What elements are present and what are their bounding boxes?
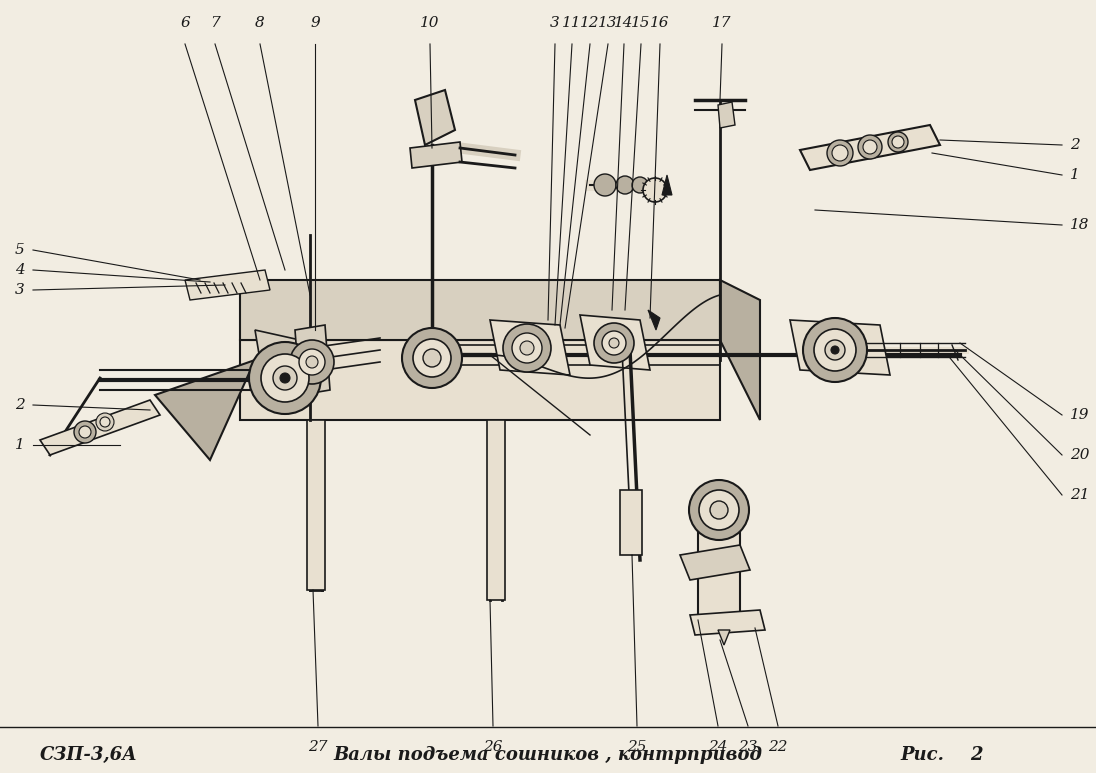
Polygon shape	[690, 610, 765, 635]
Circle shape	[100, 417, 110, 427]
Circle shape	[632, 177, 648, 193]
Circle shape	[290, 340, 334, 384]
Circle shape	[79, 426, 91, 438]
Circle shape	[402, 328, 463, 388]
Text: 12: 12	[580, 16, 600, 30]
Text: 6: 6	[180, 16, 190, 30]
Text: 16: 16	[650, 16, 670, 30]
Text: 25: 25	[627, 740, 647, 754]
Circle shape	[279, 373, 290, 383]
Text: 2: 2	[970, 746, 982, 764]
Circle shape	[520, 341, 534, 355]
Circle shape	[609, 338, 619, 348]
Text: 2: 2	[1070, 138, 1080, 152]
Polygon shape	[255, 330, 310, 400]
Circle shape	[423, 349, 441, 367]
Circle shape	[594, 174, 616, 196]
Polygon shape	[295, 325, 330, 395]
Circle shape	[831, 346, 840, 354]
Polygon shape	[718, 102, 735, 128]
Circle shape	[643, 178, 667, 202]
Polygon shape	[185, 270, 270, 300]
Text: 14: 14	[614, 16, 633, 30]
Circle shape	[699, 490, 739, 530]
Circle shape	[306, 356, 318, 368]
Text: 4: 4	[15, 263, 25, 277]
Polygon shape	[240, 340, 720, 420]
Text: ОРЕХ: ОРЕХ	[390, 332, 706, 428]
Text: 3: 3	[550, 16, 560, 30]
Text: 5: 5	[15, 243, 25, 257]
Text: 19: 19	[1070, 408, 1089, 422]
Circle shape	[261, 354, 309, 402]
Circle shape	[803, 318, 867, 382]
Circle shape	[858, 135, 882, 159]
Circle shape	[75, 421, 96, 443]
Text: 26: 26	[483, 740, 503, 754]
Polygon shape	[490, 320, 570, 375]
Text: 8: 8	[255, 16, 265, 30]
Polygon shape	[415, 90, 455, 145]
Text: 17: 17	[712, 16, 732, 30]
Text: 18: 18	[1070, 218, 1089, 232]
Polygon shape	[155, 360, 255, 460]
Circle shape	[249, 342, 321, 414]
Text: 9: 9	[310, 16, 320, 30]
Circle shape	[832, 145, 848, 161]
Text: 15: 15	[631, 16, 651, 30]
Polygon shape	[580, 315, 650, 370]
Text: СЗП-3,6А: СЗП-3,6А	[39, 746, 138, 764]
Polygon shape	[410, 142, 463, 168]
Text: 1: 1	[15, 438, 25, 452]
Text: 23: 23	[739, 740, 757, 754]
Polygon shape	[39, 400, 160, 455]
Polygon shape	[662, 175, 672, 195]
Text: 27: 27	[308, 740, 328, 754]
Bar	[698, 520, 740, 620]
Text: 2: 2	[15, 398, 25, 412]
Circle shape	[616, 176, 633, 194]
Circle shape	[689, 480, 749, 540]
Polygon shape	[720, 280, 760, 420]
Text: 22: 22	[768, 740, 788, 754]
Circle shape	[503, 324, 551, 372]
Circle shape	[825, 340, 845, 360]
Circle shape	[512, 333, 543, 363]
Circle shape	[892, 136, 904, 148]
Bar	[487, 420, 505, 600]
Polygon shape	[800, 125, 940, 170]
Bar	[620, 490, 642, 555]
Text: 24: 24	[708, 740, 728, 754]
Text: Валы подъема сошников , контрпривод: Валы подъема сошников , контрпривод	[333, 746, 763, 764]
Polygon shape	[240, 280, 720, 340]
Circle shape	[814, 329, 856, 371]
Text: 3: 3	[15, 283, 25, 297]
Circle shape	[273, 366, 297, 390]
Polygon shape	[680, 545, 750, 580]
Circle shape	[710, 501, 728, 519]
Circle shape	[602, 331, 626, 355]
Polygon shape	[648, 310, 660, 330]
Circle shape	[299, 349, 326, 375]
Circle shape	[594, 323, 633, 363]
Text: 10: 10	[420, 16, 439, 30]
Text: Рис.: Рис.	[900, 746, 944, 764]
Text: 20: 20	[1070, 448, 1089, 462]
Text: 7: 7	[210, 16, 220, 30]
Circle shape	[96, 413, 114, 431]
Polygon shape	[718, 630, 730, 645]
Circle shape	[863, 140, 877, 154]
Text: 21: 21	[1070, 488, 1089, 502]
Polygon shape	[790, 320, 890, 375]
Circle shape	[888, 132, 907, 152]
Text: 13: 13	[598, 16, 618, 30]
Circle shape	[413, 339, 450, 377]
Text: 1: 1	[1070, 168, 1080, 182]
Bar	[307, 420, 326, 590]
Text: 11: 11	[562, 16, 582, 30]
Circle shape	[827, 140, 853, 166]
